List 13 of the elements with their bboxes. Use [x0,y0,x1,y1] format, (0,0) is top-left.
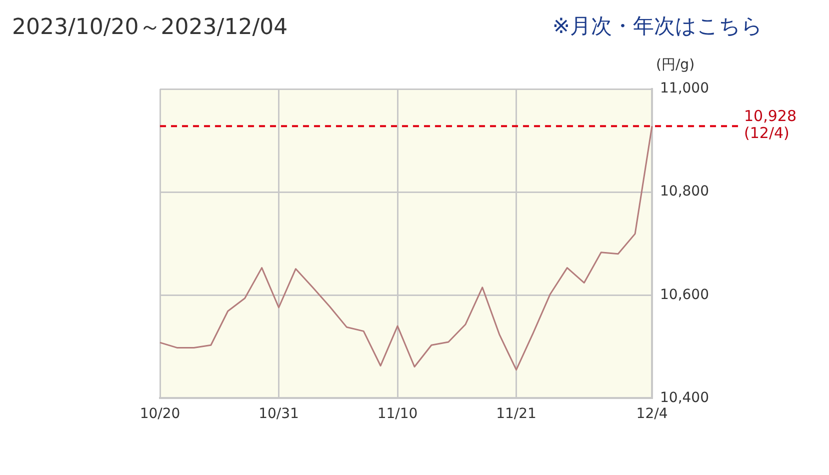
y-tick-label: 11,000 [660,80,710,97]
x-tick-label: 12/4 [636,406,668,422]
text: ※月次・年次はこちら [552,13,763,40]
x-tick-label: 10/31 [258,406,299,422]
y-tick-label: 10,800 [660,184,710,200]
x-tick-label: 10/20 [140,406,180,422]
y-axis-title: (円/g) [656,56,695,74]
chart-title: 2023/10/20～2023/12/04 [12,14,288,42]
ref-line-label: 10,928 (12/4) [744,106,797,142]
y-tick-label: 10,600 [660,286,710,303]
x-tick-label: 11/21 [496,406,536,422]
y-tick-label: 10,400 [660,390,710,406]
x-tick-label: 11/10 [377,406,418,422]
